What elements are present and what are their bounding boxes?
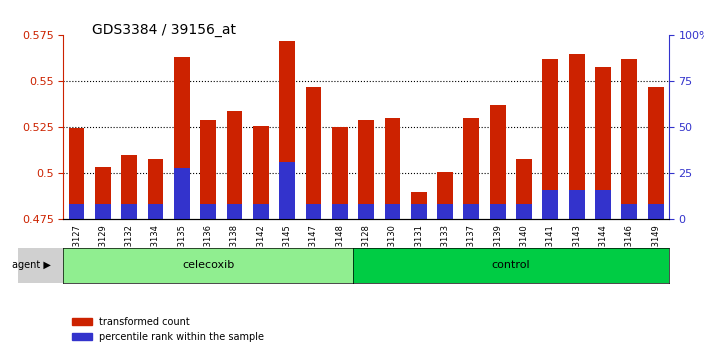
Bar: [95, 204, 111, 219]
Bar: [279, 41, 295, 219]
Bar: [174, 168, 189, 219]
Bar: [595, 190, 611, 219]
Bar: [358, 204, 374, 219]
Text: GDS3384 / 39156_at: GDS3384 / 39156_at: [92, 23, 236, 37]
Bar: [174, 57, 189, 219]
Legend: transformed count, percentile rank within the sample: transformed count, percentile rank withi…: [68, 313, 268, 346]
Bar: [437, 204, 453, 219]
Bar: [148, 159, 163, 219]
Bar: [332, 127, 348, 219]
Bar: [306, 204, 321, 219]
Bar: [516, 159, 532, 219]
Bar: [622, 204, 637, 219]
Bar: [227, 111, 242, 219]
Bar: [253, 126, 269, 219]
Bar: [543, 190, 558, 219]
Bar: [490, 204, 505, 219]
Bar: [569, 190, 584, 219]
Bar: [648, 204, 664, 219]
Bar: [569, 54, 584, 219]
Bar: [437, 172, 453, 219]
Bar: [121, 155, 137, 219]
Bar: [463, 204, 479, 219]
Bar: [516, 204, 532, 219]
Bar: [200, 204, 216, 219]
Bar: [68, 129, 84, 219]
Bar: [622, 59, 637, 219]
Text: agent ▶: agent ▶: [12, 261, 51, 270]
Bar: [463, 118, 479, 219]
Bar: [200, 120, 216, 219]
Bar: [68, 204, 84, 219]
Bar: [121, 204, 137, 219]
Bar: [384, 118, 401, 219]
Bar: [648, 87, 664, 219]
Bar: [253, 204, 269, 219]
Bar: [490, 105, 505, 219]
Bar: [543, 59, 558, 219]
Bar: [279, 162, 295, 219]
Text: control: control: [491, 261, 530, 270]
Bar: [411, 192, 427, 219]
Bar: [227, 204, 242, 219]
Bar: [595, 67, 611, 219]
Bar: [95, 167, 111, 219]
Bar: [384, 204, 401, 219]
Text: celecoxib: celecoxib: [182, 261, 234, 270]
Bar: [411, 204, 427, 219]
Bar: [332, 204, 348, 219]
Bar: [358, 120, 374, 219]
Bar: [148, 204, 163, 219]
Bar: [306, 87, 321, 219]
